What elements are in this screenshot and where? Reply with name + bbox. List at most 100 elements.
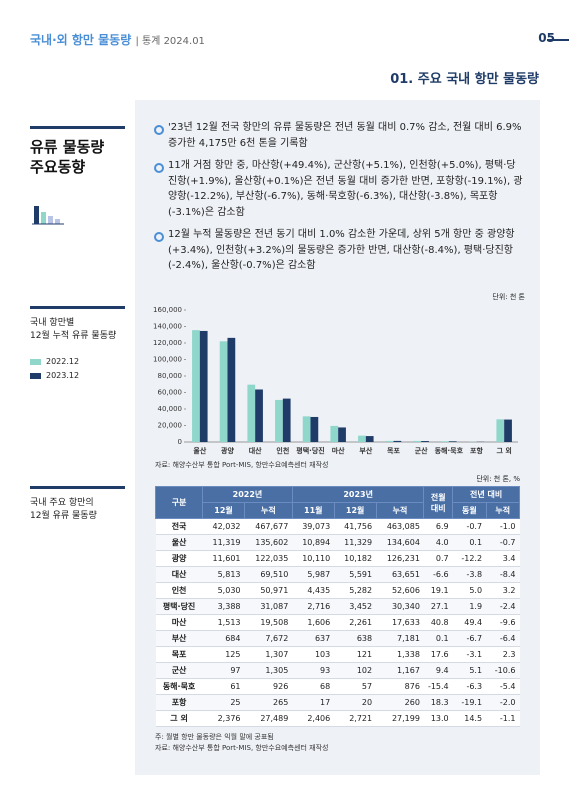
cell: 11,329 [334,534,377,551]
cell: -1.0 [486,518,520,535]
topic: 유류 물동량 주요동향 [30,126,125,231]
cell: 5.0 [452,582,487,599]
cell: 인천 [155,582,203,599]
cell: 1,307 [244,646,293,663]
cell: 전국 [155,518,203,535]
cell: 0.7 [423,550,453,567]
th: 12월 [333,502,377,519]
cell: 1,338 [376,646,424,663]
cell: 2,716 [292,598,335,615]
th: 11월 [291,502,335,519]
cell: 2,376 [202,710,245,727]
line: 12월 누적 유류 물동량 [30,330,117,341]
table-label: 국내 주요 항만의 12월 유류 물동량 [30,486,125,522]
th: 2023년 [291,486,425,503]
x-tick-label: 포항 [470,446,483,455]
notes: 주: 월별 항만 물동량은 익월 말에 공표됨 자료: 해양수산부 통합 Port… [155,732,520,753]
cell: -3.8 [452,566,487,583]
bar [393,440,402,442]
th: 동월 [452,502,487,519]
line: 국내 항만별 [30,318,75,328]
x-tick-label: 평택·당진 [296,446,324,455]
cell: 97 [202,662,245,679]
cell: 102 [334,662,377,679]
cell: 5,591 [334,566,377,583]
bar [199,330,208,442]
row: 12월 누적 11월 12월 누적 동월 누적 [156,502,521,519]
cell: 마산 [155,614,203,631]
table-wrap: 구분 2022년 2023년 전월 대비 전년 대비 12월 누적 11월 12월 누적 동월 누적… [154,486,521,753]
cell: 17,633 [376,614,424,631]
bar [448,441,457,442]
x-tick-label: 그 외 [497,446,512,455]
cell: -6.6 [423,566,453,583]
cell: 5,813 [202,566,245,583]
cell: 122,035 [244,550,293,567]
note: 주: 월별 항만 물동량은 익월 말에 공표됨 [155,733,274,741]
cell: 926 [244,678,293,695]
cell: -19.1 [452,694,487,711]
table-head: 구분 2022년 2023년 전월 대비 전년 대비 12월 누적 11월 12월 누적 동월 누적 [154,486,521,519]
cell: -3.1 [452,646,487,663]
cell: 1,606 [292,614,335,631]
y-tick-label: 20,000 [158,422,183,430]
cell: 19,508 [244,614,293,631]
cell: 군산 [155,662,203,679]
y-tick-label: 80,000 [158,372,183,380]
cell: 광양 [155,550,203,567]
bullet: '23년 12월 전국 항만의 유류 물동량은 전년 동월 대비 0.7% 감소… [152,120,524,151]
legend-label: 2022.12 [46,357,80,367]
cell: 5,030 [202,582,245,599]
cell: -9.6 [486,614,520,631]
bar [413,440,422,442]
cell: 평택·당진 [155,598,203,615]
y-tick-label: 0 [178,438,182,446]
section-title: 01. 주요 국내 항만 물동량 [390,72,539,87]
row: 광양 11,601 122,035 10,110 10,182 126,231 0.7 -12… [155,550,520,567]
cell: 52,606 [376,582,424,599]
bar [421,441,429,442]
cell: 126,231 [376,550,424,567]
x-tick-label: 울산 [193,446,206,455]
row: 군산 97 1,305 93 102 1,167 9.4 5.1 -10.6 [155,662,520,679]
cell: 39,073 [292,518,335,535]
cell: 목포 [155,646,203,663]
cell: -1.1 [486,710,520,727]
line: 주요동향 [30,158,86,177]
bar [330,425,339,442]
cell: 684 [202,630,245,647]
bullets: '23년 12월 전국 항만의 유류 물동량은 전년 동월 대비 0.7% 감소… [152,120,524,281]
x-tick-label: 군산 [415,446,428,455]
cell: 638 [334,630,377,647]
cell: 1,167 [376,662,424,679]
bar [192,330,200,442]
bar [338,427,346,442]
cell: -2.0 [486,694,520,711]
cell: -0.7 [486,534,520,551]
subtitle: | 통계 2024.01 [135,36,205,47]
row: 평택·당진 3,388 31,087 2,716 3,452 30,340 27.1 1.9-… [155,598,520,615]
cell: 121 [334,646,377,663]
rule [547,39,569,41]
legend: 2022.12 2023.12 [30,356,125,381]
cell: 10,182 [334,550,377,567]
cell: -2.4 [486,598,520,615]
bar [358,435,366,442]
cell: -8.4 [486,566,520,583]
row: 그 외 2,376 27,489 2,406 2,721 27,199 13.0 14.5 -1… [155,710,520,727]
title: 국내·외 항만 물동량 [30,33,132,47]
cell: 7,672 [244,630,293,647]
cell: 41,756 [334,518,377,535]
cell: 1.9 [452,598,487,615]
row: 구분 2022년 2023년 전월 대비 전년 대비 [154,486,520,519]
legend-item: 2023.12 [30,370,125,381]
row: 포항 25 265 17 20 260 18.3 -19.1 -2.0 [155,694,520,711]
table-unit: 단위: 천 톤, % [476,475,520,483]
x-tick-label: 마산 [332,446,345,455]
cell: 27,489 [244,710,293,727]
bar [282,398,291,442]
chart-label: 국내 항만별 12월 누적 유류 물동량 2022.12 2023.12 [30,306,125,382]
y-tick-label: 120,000 [153,339,182,347]
cell: 13.0 [423,710,453,727]
